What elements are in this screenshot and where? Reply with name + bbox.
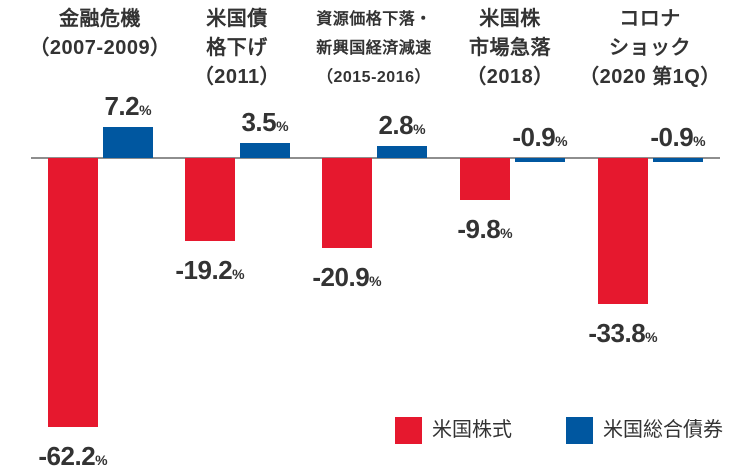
stock-value-label: -9.8% <box>400 214 570 249</box>
event-title-us-debt-downgrade: 米国債 格下げ （2011） <box>117 5 357 92</box>
percent-sign: % <box>693 133 706 149</box>
event-title-line: コロナ <box>619 8 681 30</box>
bond-bar <box>653 158 703 162</box>
event-title-line: （2020 第1Q） <box>579 66 721 88</box>
event-title-line: 市場急落 <box>469 37 551 59</box>
stock-value-label: -20.9% <box>262 262 432 297</box>
bond-legend-swatch <box>566 417 593 444</box>
legend: 米国株式 米国総合債券 <box>395 417 723 444</box>
bond-value-label: 7.2% <box>43 91 213 126</box>
stock-bar-col-2020: -33.8% <box>588 0 658 467</box>
percent-sign: % <box>95 452 108 467</box>
event-title-line: 米国株 <box>479 8 541 30</box>
bond-value-label: -0.9% <box>455 122 625 157</box>
bond-bar <box>377 146 427 158</box>
value-number: -20.9 <box>312 262 370 292</box>
bond-value-label: 3.5% <box>180 107 350 142</box>
event-title-line: （2011） <box>193 66 281 88</box>
event-title-line: （2015-2016） <box>316 69 432 86</box>
stock-bar <box>185 158 235 241</box>
event-title-line: 金融危機 <box>59 8 141 30</box>
stock-bar-col-2015: -20.9% <box>312 0 382 467</box>
legend-item-us-aggregate-bonds: 米国総合債券 <box>566 417 723 444</box>
stock-bar <box>322 158 372 248</box>
bond-bar-col-2015: 2.8% <box>377 0 427 467</box>
percent-sign: % <box>500 225 513 241</box>
stock-bar <box>598 158 648 304</box>
legend-label: 米国株式 <box>432 419 512 441</box>
event-title-line: ショック <box>609 37 691 59</box>
value-number: 3.5 <box>241 107 277 137</box>
zero-axis-line <box>31 157 720 159</box>
bond-bar <box>515 158 565 162</box>
bond-bar-col-2007: 7.2% <box>103 0 153 467</box>
event-title-line: 新興国経済減速 <box>316 40 432 57</box>
percent-sign: % <box>276 118 289 134</box>
legend-label: 米国総合債券 <box>603 419 723 441</box>
bond-bar <box>240 143 290 158</box>
percent-sign: % <box>645 329 658 345</box>
value-number: -33.8 <box>588 318 646 348</box>
stock-bar-col-2011: -19.2% <box>175 0 245 467</box>
percent-sign: % <box>232 266 245 282</box>
value-number: 7.2 <box>104 91 140 121</box>
event-title-line: （2018） <box>466 66 554 88</box>
stock-bar-col-2018: -9.8% <box>457 0 513 467</box>
value-number: -19.2 <box>175 255 233 285</box>
event-title-line: （2007-2009） <box>29 37 171 59</box>
event-title-line: 資源価格下落・ <box>316 11 432 28</box>
stock-value-label: -62.2% <box>0 441 158 467</box>
value-number: 2.8 <box>378 110 414 140</box>
bond-bar-col-2018: -0.9% <box>512 0 568 467</box>
value-number: -0.9 <box>650 122 694 152</box>
stock-legend-swatch <box>395 417 422 444</box>
stock-bar-col-2007: -62.2% <box>38 0 108 467</box>
value-number: -0.9 <box>512 122 556 152</box>
event-title-resource-price-decline: 資源価格下落・ 新興国経済減速 （2015-2016） <box>254 5 494 92</box>
bond-bar-col-2020: -0.9% <box>650 0 706 467</box>
stock-bar <box>460 158 510 200</box>
event-title-line: 米国債 <box>206 8 268 30</box>
percent-sign: % <box>369 273 382 289</box>
bond-value-label: 2.8% <box>317 110 487 145</box>
stock-value-label: -19.2% <box>125 255 295 290</box>
legend-item-us-stocks: 米国株式 <box>395 417 512 444</box>
bond-value-label: -0.9% <box>593 122 750 157</box>
event-title-financial-crisis: 金融危機 （2007-2009） <box>0 5 220 63</box>
percent-sign: % <box>139 102 152 118</box>
stock-value-label: -33.8% <box>538 318 708 353</box>
event-title-us-stock-plunge: 米国株 市場急落 （2018） <box>390 5 630 92</box>
value-number: -62.2 <box>38 441 96 467</box>
percent-sign: % <box>555 133 568 149</box>
event-title-line: 格下げ <box>206 37 268 59</box>
bond-bar <box>103 127 153 158</box>
event-title-corona-shock: コロナ ショック （2020 第1Q） <box>530 5 750 92</box>
stock-bar <box>48 158 98 427</box>
bond-bar-col-2011: 3.5% <box>240 0 290 467</box>
percent-sign: % <box>413 121 426 137</box>
value-number: -9.8 <box>457 214 501 244</box>
